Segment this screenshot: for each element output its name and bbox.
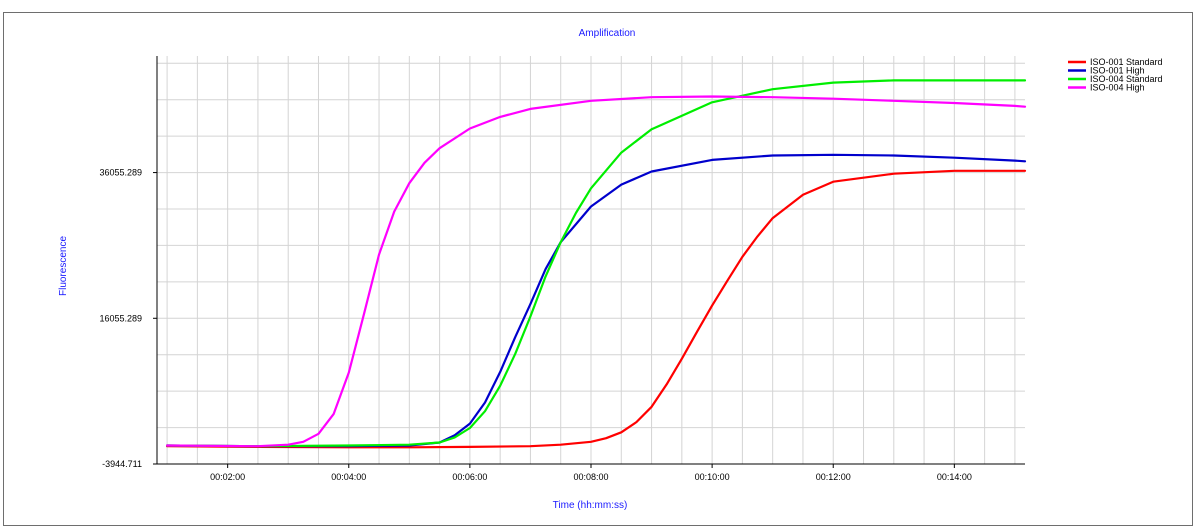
x-axis-label: Time (hh:mm:ss) bbox=[553, 500, 628, 511]
y-tick-label: -3944.711 bbox=[102, 459, 142, 469]
chart-title: Amplification bbox=[579, 28, 636, 39]
series-line bbox=[166, 169, 1027, 449]
series-group bbox=[166, 79, 1027, 449]
legend-label: ISO-004 High bbox=[1090, 83, 1145, 93]
y-tick-label: 36055.289 bbox=[99, 168, 142, 178]
legend-label: ISO-004 Standard bbox=[1090, 74, 1163, 84]
legend-item: ISO-004 Standard bbox=[1068, 74, 1163, 84]
legend-label: ISO-001 Standard bbox=[1090, 57, 1163, 67]
grid bbox=[157, 56, 1025, 464]
x-tick-label: 00:10:00 bbox=[695, 472, 730, 482]
legend-item: ISO-001 High bbox=[1068, 66, 1145, 76]
series-line bbox=[166, 79, 1027, 448]
legend-item: ISO-001 Standard bbox=[1068, 57, 1163, 67]
series-line bbox=[166, 95, 1027, 448]
x-tick-label: 00:06:00 bbox=[452, 472, 487, 482]
legend-label: ISO-001 High bbox=[1090, 66, 1145, 76]
y-axis-label: Fluorescence bbox=[58, 236, 69, 296]
x-tick-label: 00:04:00 bbox=[331, 472, 366, 482]
y-tick-label: 16055.289 bbox=[99, 313, 142, 323]
tick-marks: 00:02:00 00:04:00 00:06:00 00:08:00 00:10:00… bbox=[99, 168, 971, 482]
x-tick-label: 00:08:00 bbox=[573, 472, 608, 482]
x-tick-label: 00:14:00 bbox=[937, 472, 972, 482]
series-line bbox=[166, 153, 1027, 448]
legend-item: ISO-004 High bbox=[1068, 83, 1145, 93]
x-tick-label: 00:02:00 bbox=[210, 472, 245, 482]
x-tick-label: 00:12:00 bbox=[816, 472, 851, 482]
